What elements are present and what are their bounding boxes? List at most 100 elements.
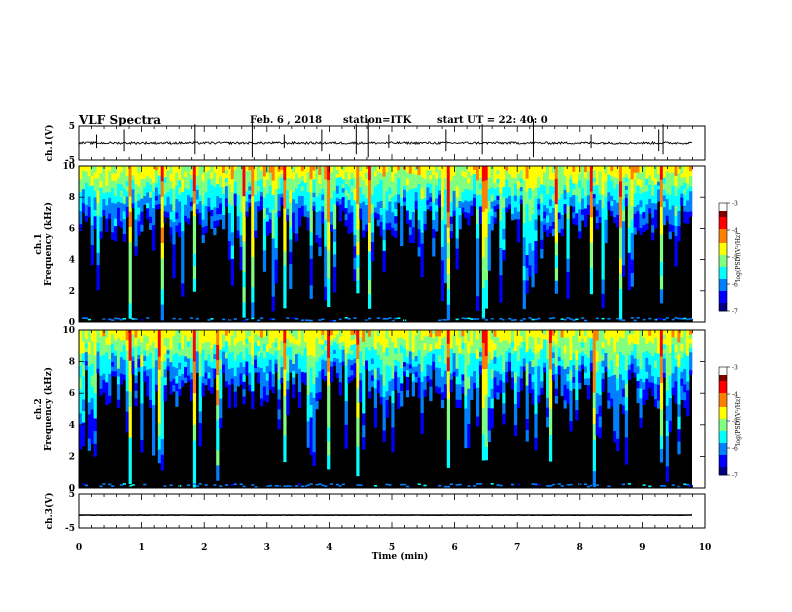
ch1-spectrogram-cell: [268, 179, 272, 187]
ch2-spectrogram-cell: [493, 370, 497, 378]
ch1-spectrogram-cell: [493, 171, 497, 178]
ch1-spectrogram-cell: [519, 174, 523, 179]
ch1-spectrogram-cell: [116, 201, 121, 208]
ch2-spectrogram-cell: [341, 345, 345, 351]
ch2-spectrogram-cell: [414, 377, 418, 383]
ch2-spectrogram-cell: [224, 341, 229, 348]
y-tick-label: 10: [62, 162, 75, 172]
ch1-spectrogram-cell: [405, 216, 410, 224]
ch1-spectrogram-cell: [405, 197, 410, 205]
ch2-spectrogram-cell: [277, 389, 281, 400]
ch2-spectrogram-cell: [367, 350, 372, 358]
y-tick-label: 6: [69, 389, 75, 399]
ch1-spectrogram-cell: [508, 174, 512, 180]
ch1-spectrogram-cell: [175, 179, 179, 187]
ch1-spectrogram-cell: [423, 178, 427, 186]
ch1-spectrogram-cell: [528, 188, 532, 200]
ch2-spectrogram-cell: [505, 340, 509, 347]
ch2-spectrogram-cell: [116, 392, 121, 401]
ch2-spectrogram-cell: [350, 350, 354, 356]
ch1-spectrogram-cell: [262, 229, 267, 241]
ch1-spectrogram-cell: [487, 200, 491, 213]
ch2-spectrogram-cell: [548, 435, 553, 449]
ch1-spectrogram-cell: [151, 191, 156, 201]
ch2-spectrogram-cell: [569, 360, 573, 371]
ch1-spectrogram-cell: [262, 208, 267, 220]
colorbar-segment: [719, 215, 727, 218]
ch2-spectrogram-cell: [513, 404, 518, 415]
ch2-spectrogram-cell: [554, 330, 559, 338]
ch1-spectrogram-cell: [575, 219, 579, 226]
ch1-spectrogram-cell: [566, 258, 570, 273]
ch1-spectrogram-cell: [362, 173, 366, 181]
ch2-spectrogram-cell: [283, 330, 287, 344]
ch2-spectrogram-cell: [423, 349, 427, 357]
ch2-spectrogram-cell: [467, 412, 471, 425]
ch2-spectrogram-cell: [111, 348, 115, 354]
ch2-spectrogram-cell: [636, 344, 640, 353]
ch1-spectrogram-cell: [239, 166, 243, 178]
ch2-spectrogram-cell: [423, 376, 427, 384]
ch2-spectrogram-cell: [452, 353, 456, 359]
ch1-spectrogram-cell: [303, 319, 307, 321]
ch1-spectrogram-cell: [222, 180, 226, 188]
ch2-spectrogram-cell: [254, 485, 258, 488]
ch2-spectrogram-cell: [90, 432, 94, 444]
ch2-spectrogram-cell: [397, 400, 401, 409]
y-tick-label: 2: [69, 452, 75, 462]
ch2-spectrogram-cell: [262, 386, 267, 394]
ch1-spectrogram-cell: [108, 208, 112, 214]
ch1-spectrogram-cell: [499, 318, 503, 320]
ch2-spectrogram-cell: [522, 342, 526, 347]
ch2-spectrogram-cell: [417, 384, 421, 392]
ch2-spectrogram-cell: [513, 372, 518, 384]
ch1-spectrogram-cell: [397, 178, 401, 183]
ch2-spectrogram-cell: [435, 342, 439, 350]
ch2-spectrogram-cell: [589, 350, 594, 355]
ch2-spectrogram-cell: [630, 338, 634, 343]
ch2-spectrogram-cell: [452, 343, 456, 349]
ch2-spectrogram-cell: [601, 372, 605, 380]
ch1-spectrogram-cell: [119, 221, 124, 228]
ch2-spectrogram-cell: [557, 365, 561, 371]
ch2-spectrogram-cell: [131, 352, 135, 357]
ch1-spectrogram-cell: [674, 216, 678, 227]
ch1-spectrogram-cell: [356, 280, 360, 294]
colorbar-segment: [719, 239, 727, 242]
ch1-spectrogram-cell: [429, 183, 433, 189]
ch1-spectrogram-cell: [417, 211, 421, 221]
ch2-spectrogram-cell: [630, 359, 634, 365]
ch2-spectrogram-cell: [534, 330, 538, 343]
ch2-spectrogram-cell: [93, 380, 97, 394]
ch1-spectrogram-cell: [627, 227, 631, 241]
ch2-spectrogram-cell: [306, 382, 310, 396]
ch2-spectrogram-cell: [362, 389, 366, 402]
ch2-spectrogram-cell: [420, 350, 424, 362]
ch2-spectrogram-cell: [79, 425, 83, 438]
ch2-spectrogram-cell: [207, 360, 211, 367]
ch1-spectrogram-cell: [370, 185, 375, 195]
ch1-spectrogram-cell: [204, 185, 208, 193]
ch2-spectrogram-cell: [438, 349, 442, 356]
ch2-spectrogram-cell: [569, 390, 573, 402]
ch1-spectrogram-cell: [391, 196, 395, 205]
ch2-spectrogram-cell: [586, 392, 591, 400]
colorbar-segment: [719, 435, 727, 438]
ch1-spectrogram-cell: [192, 253, 197, 267]
ch2-spectrogram-cell: [443, 350, 448, 358]
ch2-spectrogram-cell: [417, 357, 421, 365]
ch1-spectrogram-cell: [347, 179, 351, 187]
ch1-spectrogram-cell: [403, 169, 407, 175]
colorbar-segment: [719, 279, 727, 282]
ch2-spectrogram-cell: [178, 369, 182, 377]
ch2-spectrogram-cell: [175, 375, 179, 384]
ch1-spectrogram-cell: [464, 183, 468, 190]
ch1-spectrogram-cell: [648, 175, 652, 181]
ch1-spectrogram-cell: [222, 173, 226, 181]
ch1-spectrogram-cell: [292, 199, 296, 207]
ch2-spectrogram-cell: [610, 345, 614, 354]
ch1-spectrogram-cell: [604, 219, 608, 228]
ch2-spectrogram-cell: [686, 355, 690, 365]
y-tick-label: 6: [69, 224, 75, 234]
ch2-spectrogram-cell: [569, 380, 573, 391]
